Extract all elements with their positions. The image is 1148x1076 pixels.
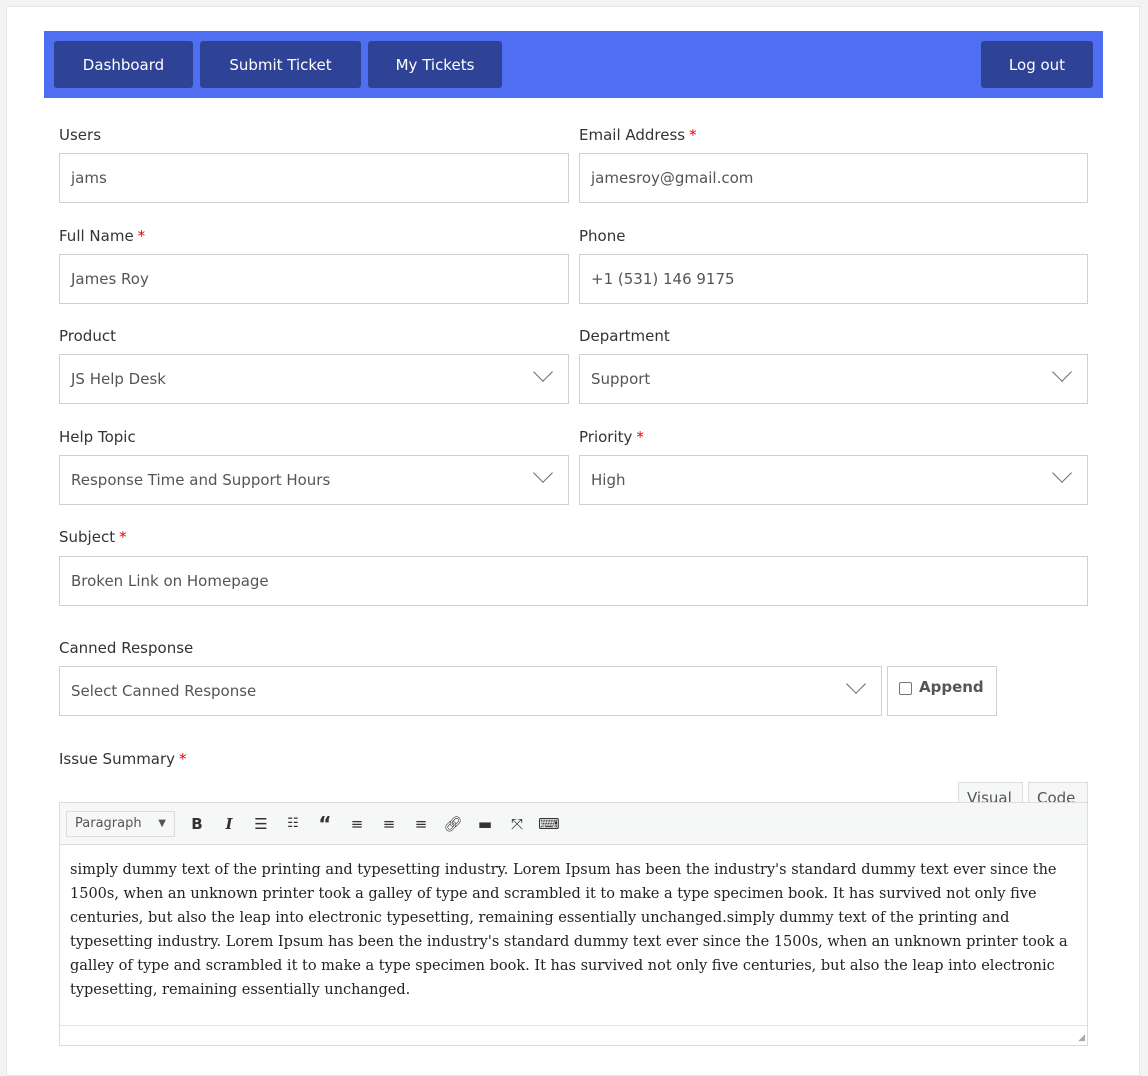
required-mark: * [636,428,644,446]
help-topic-select[interactable]: Response Time and Support Hours [59,455,569,505]
priority-value: High [591,471,626,489]
read-more-icon[interactable]: ▬ [477,814,493,833]
editor-content[interactable]: simply dummy text of the printing and ty… [70,862,1068,998]
issue-summary-label: Issue Summary * [59,750,187,768]
product-label: Product [59,327,116,345]
users-input[interactable]: jams [59,153,569,203]
department-select[interactable]: Support [579,354,1088,404]
department-label: Department [579,327,670,345]
department-value: Support [591,370,651,388]
email-label: Email Address * [579,126,697,144]
numbered-list-icon[interactable]: ☷ [287,816,299,831]
dashboard-button[interactable]: Dashboard [54,41,193,88]
email-input[interactable]: jamesroy@gmail.com [579,153,1088,203]
toolbar-toggle-icon[interactable]: ⌨ [538,814,560,833]
users-label: Users [59,126,101,144]
append-label: Append [919,678,984,696]
caret-down-icon: ▼ [158,818,166,829]
help-topic-label: Help Topic [59,428,136,446]
fullscreen-icon[interactable]: ⤧ [510,814,523,833]
bullet-list-icon[interactable]: ☰ [254,814,268,833]
append-option[interactable]: Append [887,666,997,716]
blockquote-icon[interactable]: “ [318,811,332,836]
users-label-text: Users [59,126,102,144]
chevron-down-icon [1052,362,1072,382]
issue-summary-label-text: Issue Summary [59,750,176,768]
priority-label: Priority * [579,428,644,446]
logout-button[interactable]: Log out [981,41,1093,88]
editor-toolbar: Paragraph ▼ B I ☰ ☷ “ ≡ ≡ ≡ 🔗︎ ▬ ⤧ ⌨ [60,803,1087,845]
bold-icon[interactable]: B [191,814,203,833]
align-left-icon[interactable]: ≡ [350,814,364,833]
required-mark: * [689,126,697,144]
chevron-down-icon [533,463,553,483]
canned-response-label: Canned Response [59,639,194,657]
chevron-down-icon [846,674,866,694]
required-mark: * [179,750,187,768]
product-value: JS Help Desk [71,370,166,388]
top-nav: Dashboard Submit Ticket My Tickets Log o… [44,31,1103,98]
subject-label-text: Subject [59,528,116,546]
phone-input[interactable]: +1 (531) 146 9175 [579,254,1088,304]
submit-ticket-button[interactable]: Submit Ticket [200,41,361,88]
help-topic-value: Response Time and Support Hours [71,471,331,489]
phone-label: Phone [579,227,626,245]
subject-input[interactable]: Broken Link on Homepage [59,556,1088,606]
align-center-icon[interactable]: ≡ [382,814,396,833]
product-select[interactable]: JS Help Desk [59,354,569,404]
chevron-down-icon [1052,463,1072,483]
tab-visual[interactable]: Visual [958,782,1023,804]
canned-response-value: Select Canned Response [71,682,257,700]
italic-icon[interactable]: I [225,814,233,833]
issue-summary-editor[interactable]: Paragraph ▼ B I ☰ ☷ “ ≡ ≡ ≡ 🔗︎ ▬ ⤧ ⌨ simp… [59,802,1088,1046]
append-checkbox[interactable] [899,682,912,695]
priority-label-text: Priority [579,428,633,446]
editor-statusbar [60,1025,1087,1045]
required-mark: * [137,227,146,245]
format-select[interactable]: Paragraph ▼ [66,810,175,837]
email-label-text: Email Address [579,126,686,144]
full-name-input[interactable]: James Roy [59,254,569,304]
tab-code[interactable]: Code [1028,782,1088,804]
full-name-label: Full Name * [59,227,145,245]
resize-handle-icon[interactable]: ◢ [1078,1033,1085,1043]
format-value: Paragraph [75,816,142,831]
align-right-icon[interactable]: ≡ [414,814,428,833]
priority-select[interactable]: High [579,455,1088,505]
required-mark: * [119,528,127,546]
chevron-down-icon [533,362,553,382]
subject-label: Subject * [59,528,127,546]
link-icon[interactable]: 🔗︎ [443,814,463,833]
full-name-label-text: Full Name [59,227,134,245]
my-tickets-button[interactable]: My Tickets [368,41,502,88]
canned-response-select[interactable]: Select Canned Response [59,666,882,716]
